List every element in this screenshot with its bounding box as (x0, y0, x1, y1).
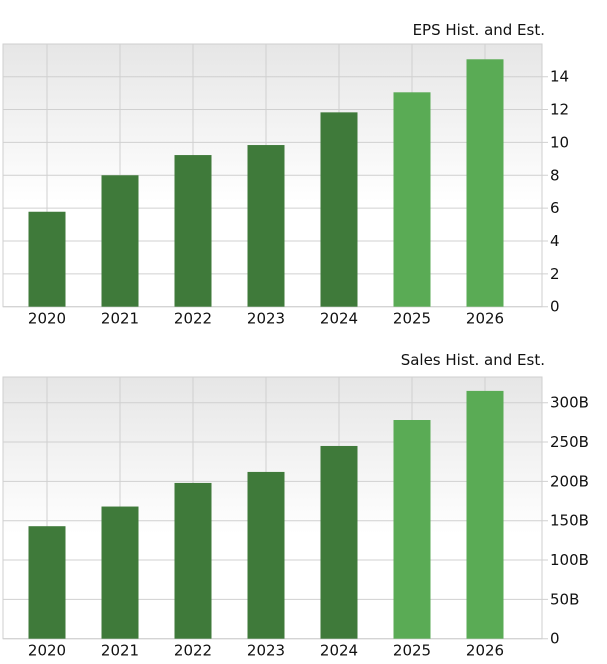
eps-xtick-label: 2021 (101, 310, 139, 328)
eps-ytick-label: 6 (550, 199, 560, 217)
sales-chart-title: Sales Hist. and Est. (401, 351, 545, 369)
eps-ytick-label: 14 (550, 68, 569, 86)
sales-xtick-label: 2026 (466, 642, 504, 660)
eps-bar-2026 (466, 59, 504, 307)
sales-bar-2022 (174, 482, 212, 639)
sales-bar-2026 (466, 390, 504, 639)
eps-ytick-label: 8 (550, 166, 560, 184)
eps-bar-2020 (28, 211, 66, 307)
eps-bar-2022 (174, 155, 212, 307)
eps-bar-2024 (320, 112, 358, 307)
eps-xtick-label: 2026 (466, 310, 504, 328)
eps-xtick-label: 2024 (320, 310, 358, 328)
sales-bar-2025 (393, 420, 431, 639)
sales-bar-2023 (247, 471, 285, 639)
eps-bar-2023 (247, 145, 285, 307)
sales-xtick-label: 2021 (101, 642, 139, 660)
eps-ytick-label: 12 (550, 101, 569, 119)
sales-bar-2024 (320, 445, 358, 639)
eps-bar-2025 (393, 92, 431, 307)
sales-ytick-label: 250B (550, 433, 589, 451)
eps-xtick-label: 2022 (174, 310, 212, 328)
sales-xtick-label: 2024 (320, 642, 358, 660)
eps-bar-2021 (101, 175, 139, 307)
sales-xtick-label: 2025 (393, 642, 431, 660)
eps-ytick-label: 2 (550, 265, 560, 283)
eps-xtick-label: 2025 (393, 310, 431, 328)
sales-ytick-label: 300B (550, 394, 589, 412)
sales-bar-2020 (28, 526, 66, 639)
eps-xtick-label: 2020 (28, 310, 66, 328)
eps-ytick-label: 10 (550, 133, 569, 151)
sales-ytick-label: 200B (550, 472, 589, 490)
sales-xtick-label: 2020 (28, 642, 66, 660)
sales-xtick-label: 2023 (247, 642, 285, 660)
eps-xtick-label: 2023 (247, 310, 285, 328)
sales-ytick-label: 150B (550, 512, 589, 530)
eps-chart-title: EPS Hist. and Est. (413, 21, 545, 39)
eps-ytick-label: 4 (550, 232, 560, 250)
sales-ytick-label: 50B (550, 590, 579, 608)
sales-bar-2021 (101, 506, 139, 639)
sales-ytick-label: 100B (550, 551, 589, 569)
sales-ytick-label: 0 (550, 630, 560, 648)
sales-xtick-label: 2022 (174, 642, 212, 660)
eps-ytick-label: 0 (550, 298, 560, 316)
